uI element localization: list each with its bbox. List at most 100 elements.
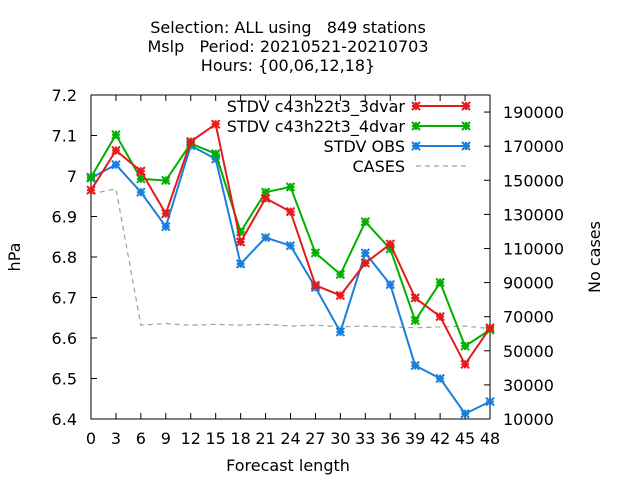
data-point-marker bbox=[235, 259, 246, 269]
data-point-marker bbox=[136, 187, 146, 197]
x-tick-label: 45 bbox=[455, 429, 475, 448]
legend-marker bbox=[461, 121, 471, 131]
chart-title-line-1: Selection: ALL using 849 stations bbox=[150, 18, 426, 37]
y2-axis-label: No cases bbox=[585, 221, 604, 293]
data-point-marker bbox=[260, 193, 271, 203]
data-point-marker bbox=[111, 159, 121, 170]
data-point-marker bbox=[335, 327, 346, 337]
y-tick-label: 6.9 bbox=[52, 208, 77, 227]
series-line-1 bbox=[90, 133, 491, 348]
series-lines bbox=[86, 119, 495, 419]
plot-border bbox=[90, 94, 491, 420]
x-tick-label: 42 bbox=[430, 429, 450, 448]
data-point-marker bbox=[310, 248, 321, 258]
legend-label: STDV c43h22t3_3dvar bbox=[227, 97, 406, 117]
data-point-marker bbox=[86, 185, 96, 195]
y2-tick-label: 10000 bbox=[503, 410, 554, 429]
data-point-marker bbox=[111, 145, 121, 156]
y2-tick-label: 170000 bbox=[503, 137, 564, 156]
y2-tick-label: 130000 bbox=[503, 205, 564, 224]
data-point-marker bbox=[410, 360, 420, 371]
data-point-marker bbox=[410, 315, 420, 326]
y2-tick-label: 50000 bbox=[503, 342, 554, 361]
data-point-marker bbox=[235, 237, 246, 247]
x-axis-label: Forecast length bbox=[226, 456, 350, 475]
data-point-marker bbox=[210, 149, 221, 159]
series-line-3 bbox=[90, 188, 491, 330]
data-point-marker bbox=[360, 258, 371, 268]
y-tick-label: 7.2 bbox=[52, 86, 77, 105]
y2-tick-label: 90000 bbox=[503, 274, 554, 293]
legend-marker bbox=[411, 121, 421, 131]
data-point-marker bbox=[285, 240, 296, 251]
data-point-marker bbox=[111, 129, 121, 140]
data-point-marker bbox=[86, 172, 96, 182]
y2-tick-label: 150000 bbox=[503, 171, 564, 190]
data-point-marker bbox=[310, 280, 321, 291]
legend-label: CASES bbox=[352, 157, 405, 176]
data-point-marker bbox=[485, 396, 495, 407]
data-point-marker bbox=[385, 279, 395, 290]
chart-title-line-2: Mslp Period: 20210521-20210703 bbox=[147, 37, 428, 56]
data-point-marker bbox=[161, 175, 171, 186]
data-point-marker bbox=[285, 206, 296, 217]
legend-marker bbox=[461, 101, 471, 111]
x-tick-label: 36 bbox=[380, 429, 400, 448]
legend-marker bbox=[411, 141, 421, 151]
chart-title-line-3: Hours: {00,06,12,18} bbox=[201, 56, 375, 75]
data-point-marker bbox=[186, 136, 196, 147]
data-point-marker bbox=[161, 208, 171, 219]
data-point-marker bbox=[260, 232, 271, 243]
y-tick-label: 6.5 bbox=[52, 370, 77, 389]
data-point-marker bbox=[435, 373, 445, 384]
y-tick-label: 6.8 bbox=[52, 248, 77, 267]
y-tick-label: 6.7 bbox=[52, 289, 77, 308]
x-tick-label: 15 bbox=[206, 429, 226, 448]
y2-tick-label: 190000 bbox=[503, 103, 564, 122]
data-point-marker bbox=[435, 311, 445, 322]
x-tick-label: 3 bbox=[111, 429, 121, 448]
data-point-marker bbox=[460, 359, 470, 370]
x-tick-label: 30 bbox=[330, 429, 350, 448]
data-point-marker bbox=[460, 409, 470, 419]
x-tick-label: 12 bbox=[181, 429, 201, 448]
data-point-marker bbox=[410, 293, 420, 303]
data-point-marker bbox=[360, 248, 371, 258]
legend-label: STDV OBS bbox=[324, 137, 405, 156]
y2-tick-label: 110000 bbox=[503, 239, 564, 258]
y-tick-label: 7 bbox=[67, 167, 77, 186]
data-point-marker bbox=[136, 166, 146, 176]
data-point-marker bbox=[335, 269, 346, 280]
legend-marker bbox=[411, 101, 421, 111]
x-tick-label: 6 bbox=[136, 429, 146, 448]
y2-tick-label: 70000 bbox=[503, 308, 554, 327]
y2-tick-label: 30000 bbox=[503, 376, 554, 395]
data-point-marker bbox=[285, 182, 296, 192]
data-point-marker bbox=[485, 323, 495, 333]
x-tick-label: 9 bbox=[161, 429, 171, 448]
y-tick-label: 6.4 bbox=[52, 410, 77, 429]
y-tick-label: 7.1 bbox=[52, 127, 77, 146]
data-point-marker bbox=[435, 277, 445, 288]
data-point-marker bbox=[360, 217, 371, 227]
data-point-marker bbox=[385, 239, 395, 249]
data-point-marker bbox=[210, 119, 221, 129]
x-tick-label: 0 bbox=[86, 429, 96, 448]
x-tick-label: 27 bbox=[305, 429, 325, 448]
legend-marker bbox=[461, 141, 471, 151]
axes: 6.4 6.5 6.6 6.7 6.8 6.9 7 7.1 7.2 10000 30000 50000… bbox=[52, 86, 565, 448]
x-tick-label: 39 bbox=[405, 429, 425, 448]
data-point-marker bbox=[460, 341, 470, 351]
x-tick-label: 21 bbox=[255, 429, 275, 448]
x-tick-label: 33 bbox=[355, 429, 375, 448]
x-tick-label: 18 bbox=[230, 429, 250, 448]
y-axis-label: hPa bbox=[5, 243, 24, 272]
legend-label: STDV c43h22t3_4dvar bbox=[227, 117, 406, 137]
y-tick-label: 6.6 bbox=[52, 329, 77, 348]
data-point-marker bbox=[161, 221, 171, 232]
x-tick-label: 48 bbox=[480, 429, 500, 448]
x-tick-label: 24 bbox=[280, 429, 300, 448]
